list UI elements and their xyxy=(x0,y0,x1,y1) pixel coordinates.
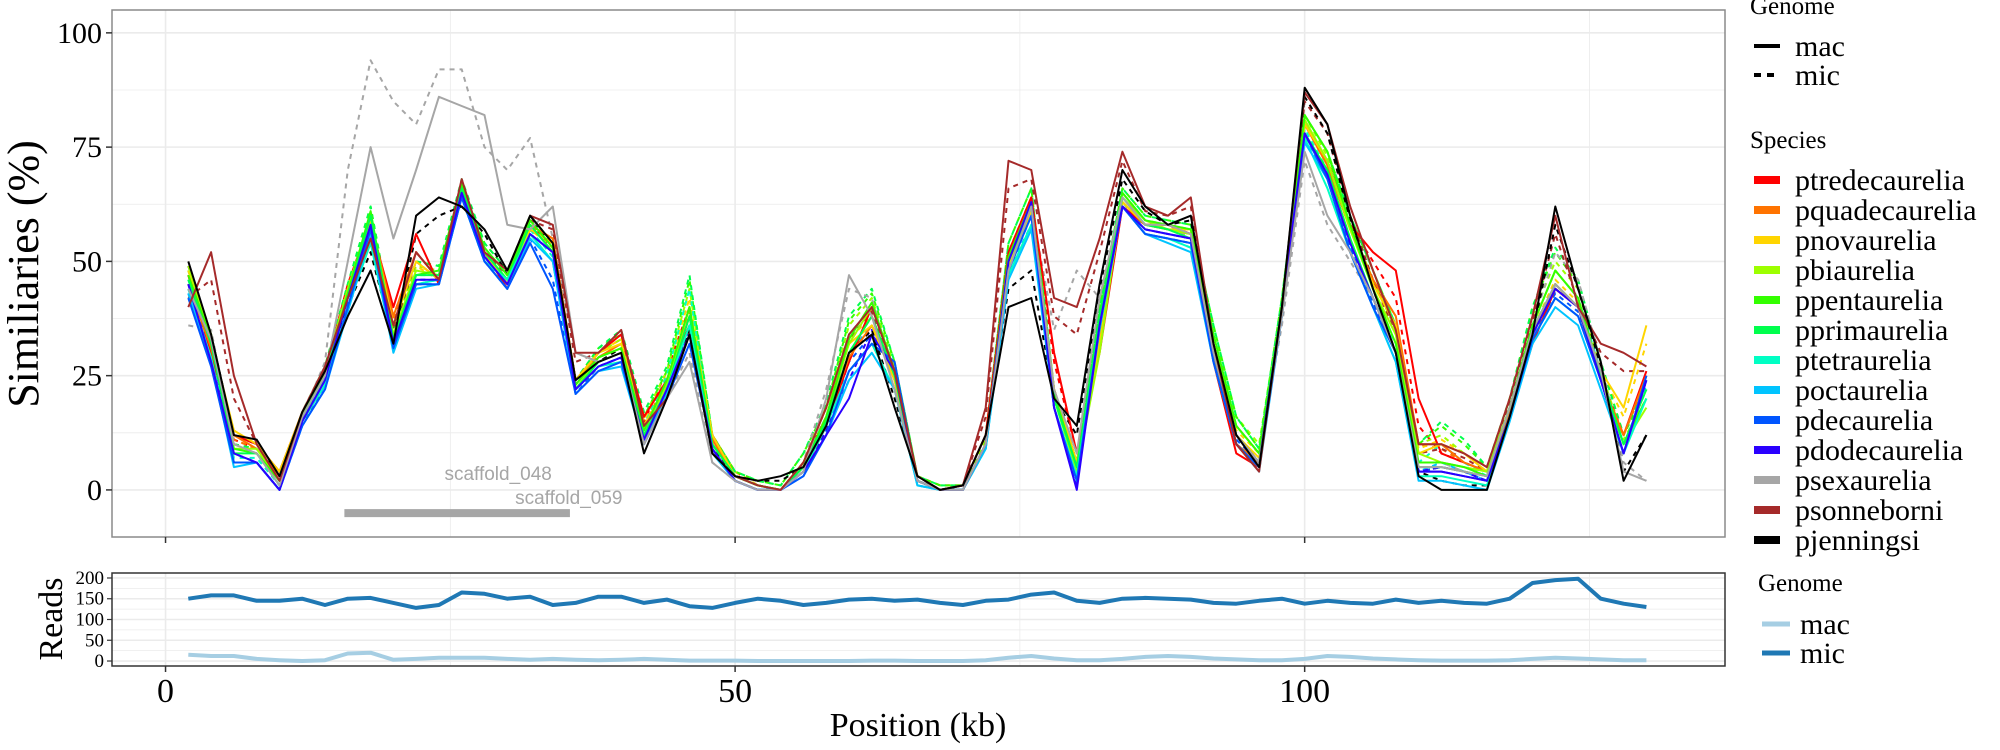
reads-line-mic xyxy=(188,576,1647,610)
similarity-panel: scaffold_048 scaffold_059 0 25 50 75 100 xyxy=(57,9,1726,543)
x-tick-label: 100 xyxy=(1279,673,1330,710)
y-tick-label: 25 xyxy=(72,360,102,393)
legend-label-pquadecaurelia: pquadecaurelia xyxy=(1795,194,1977,227)
scaffold-label: scaffold_048 xyxy=(444,464,551,485)
legend-label-pnovaurelia: pnovaurelia xyxy=(1795,224,1937,257)
legend-label-pdodecaurelia: pdodecaurelia xyxy=(1795,434,1963,467)
y-tick-label: 0 xyxy=(87,474,102,507)
reads-legend-label-mac: mac xyxy=(1800,608,1850,641)
reads-legend-title: Genome xyxy=(1758,570,1843,597)
scaffold-bar xyxy=(344,509,570,518)
legend-key-ppentaurelia xyxy=(1754,296,1780,304)
line-pjenningsi-mac xyxy=(187,86,1648,491)
x-axis-title: Position (kb) xyxy=(830,707,1007,744)
y-tick-label: 50 xyxy=(72,245,102,278)
legend-label-psonneborni: psonneborni xyxy=(1795,494,1943,527)
x-tick-label: 0 xyxy=(157,673,174,710)
reads-line-mac xyxy=(188,650,1647,663)
x-tick-label: 50 xyxy=(718,673,752,710)
reads-legend-label-mic: mic xyxy=(1800,637,1845,670)
y-axis-title-reads: Reads xyxy=(33,577,70,660)
legend-label-mac: mac xyxy=(1795,30,1845,63)
y-tick-label: 75 xyxy=(72,131,102,164)
legend-key-pdecaurelia xyxy=(1754,416,1780,424)
reads-y-tick-label: 0 xyxy=(95,651,105,672)
reads-y-tick-label: 150 xyxy=(76,589,105,610)
reads-y-tick-label: 100 xyxy=(76,610,105,631)
legend-label-pjenningsi: pjenningsi xyxy=(1795,524,1920,557)
legend-label-psexaurelia: psexaurelia xyxy=(1795,464,1932,497)
species-legend-title: Species xyxy=(1750,127,1826,154)
panel-border xyxy=(111,9,1726,538)
legend-label-ptredecaurelia: ptredecaurelia xyxy=(1795,164,1965,197)
legend-label-pbiaurelia: pbiaurelia xyxy=(1795,254,1915,287)
genome-legend: Genome mac mic xyxy=(1750,0,1845,92)
legend-key-poctaurelia xyxy=(1754,386,1780,394)
legend-label-ptetraurelia: ptetraurelia xyxy=(1795,344,1932,377)
legend-key-pjenningsi xyxy=(1754,536,1780,544)
legend-key-ptredecaurelia xyxy=(1754,176,1780,184)
legend-label-ppentaurelia: ppentaurelia xyxy=(1795,284,1943,317)
legend-key-psexaurelia xyxy=(1754,476,1780,484)
legend-label-poctaurelia: poctaurelia xyxy=(1795,374,1928,407)
species-legend: Species ptredecaureliapquadecaureliapnov… xyxy=(1750,127,1977,557)
y-axis-title-similarity: Similiaries (%) xyxy=(0,140,48,408)
legend-label-mic: mic xyxy=(1795,59,1840,92)
scaffold-label: scaffold_059 xyxy=(515,488,622,509)
y-tick-label: 100 xyxy=(57,17,102,50)
legend-key-pdodecaurelia xyxy=(1754,446,1780,454)
genome-legend-title: Genome xyxy=(1750,0,1835,20)
line-poctaurelia-mac xyxy=(187,141,1648,491)
legend-key-pquadecaurelia xyxy=(1754,206,1780,214)
legend-key-pnovaurelia xyxy=(1754,236,1780,244)
legend-label-pdecaurelia: pdecaurelia xyxy=(1795,404,1933,437)
legend-key-pprimaurelia xyxy=(1754,326,1780,334)
legend-key-pbiaurelia xyxy=(1754,266,1780,274)
legend-label-pprimaurelia: pprimaurelia xyxy=(1795,314,1948,347)
reads-genome-legend: Genome mac mic xyxy=(1758,570,1850,670)
legend-key-ptetraurelia xyxy=(1754,356,1780,364)
series-lines xyxy=(187,59,1648,491)
reads-y-tick-label: 200 xyxy=(76,568,105,589)
reads-y-tick-label: 50 xyxy=(85,630,104,651)
legend-key-psonneborni xyxy=(1754,506,1780,514)
